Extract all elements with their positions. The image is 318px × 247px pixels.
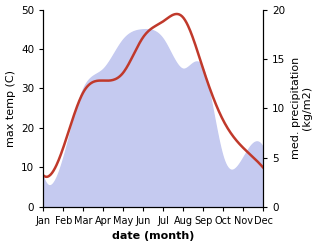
X-axis label: date (month): date (month): [112, 231, 194, 242]
Y-axis label: med. precipitation
(kg/m2): med. precipitation (kg/m2): [291, 57, 313, 159]
Y-axis label: max temp (C): max temp (C): [5, 70, 16, 147]
